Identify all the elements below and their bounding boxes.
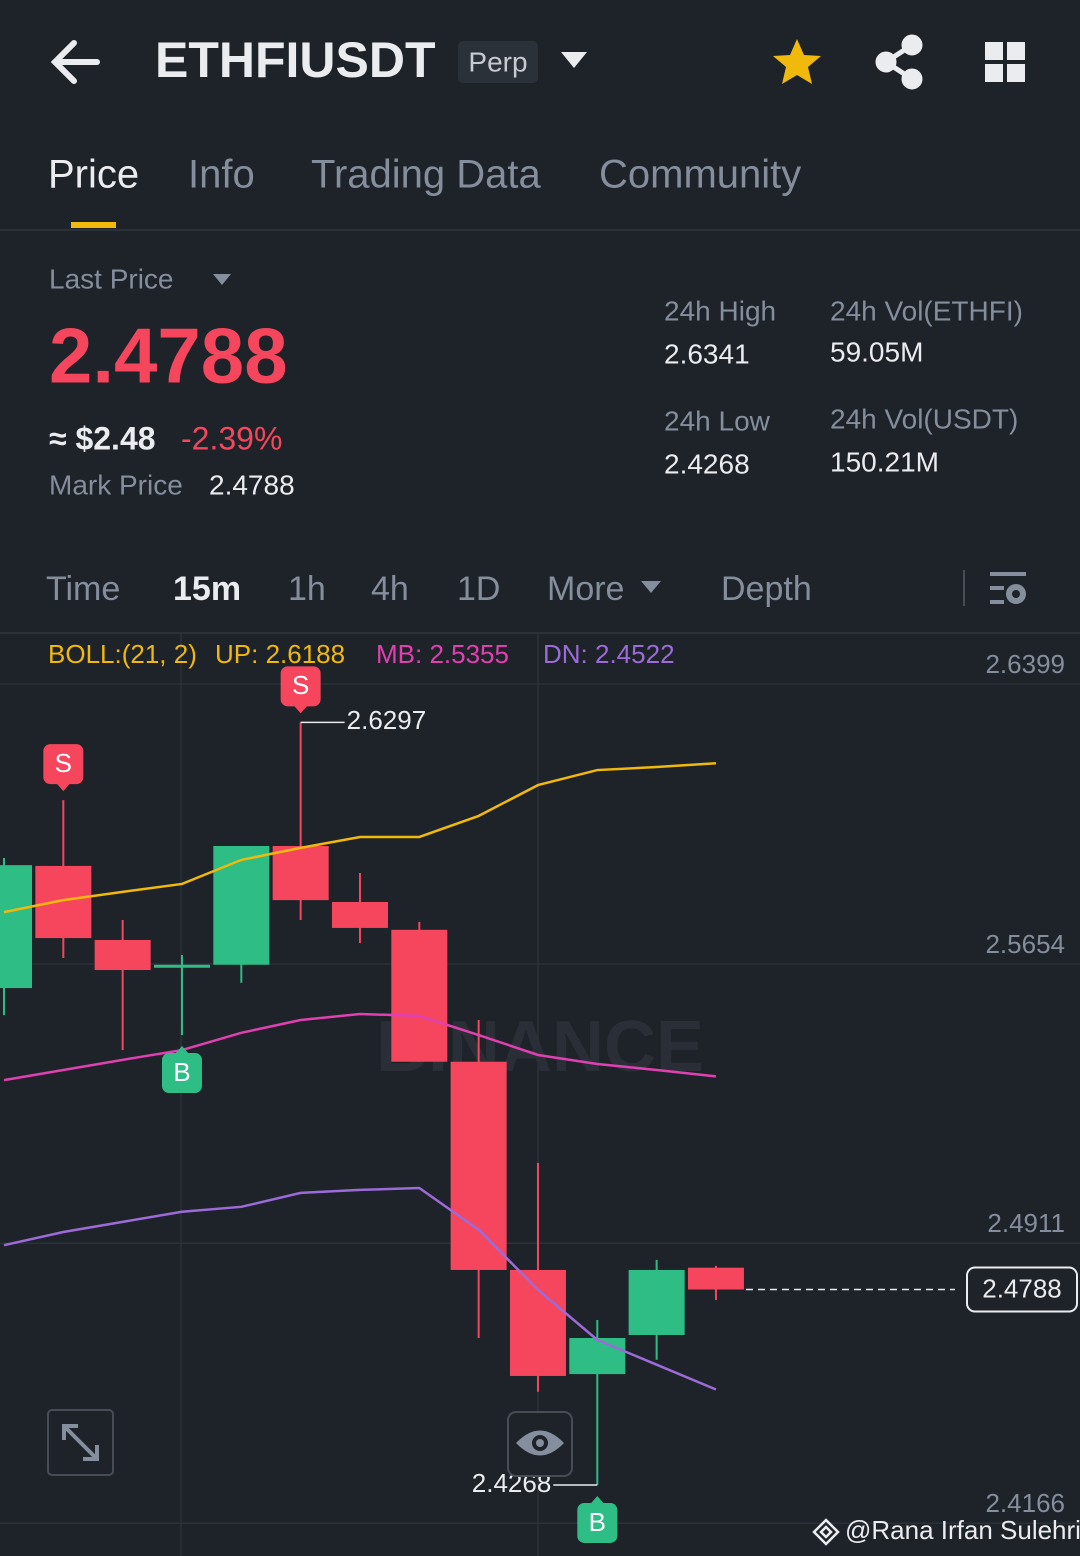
band-line xyxy=(3,762,717,914)
stat-value: 2.6341 xyxy=(664,338,750,369)
more-dropdown[interactable] xyxy=(641,581,661,593)
back-button[interactable] xyxy=(50,40,100,84)
tab[interactable]: Price xyxy=(48,153,139,197)
last-price-label: Last Price xyxy=(49,263,174,294)
candle-body xyxy=(509,1269,566,1376)
layout-button[interactable] xyxy=(985,42,1025,82)
last-price-tag xyxy=(966,1266,1078,1313)
y-tick-label: 2.6399 xyxy=(985,649,1065,679)
price-change: -2.39% xyxy=(181,420,282,456)
stat-value: 59.05M xyxy=(830,336,923,367)
symbol-dropdown[interactable] xyxy=(561,52,587,68)
stat-label: 24h Low xyxy=(664,405,771,436)
tab-indicator xyxy=(71,222,116,228)
candle-body xyxy=(331,901,388,928)
legend-entry: MB: 2.5355 xyxy=(376,639,509,669)
signal-badge xyxy=(161,1053,202,1094)
visibility-button[interactable] xyxy=(507,1411,573,1477)
tab[interactable]: Community xyxy=(599,153,801,197)
y-tick-label: 2.4911 xyxy=(987,1208,1065,1238)
interval[interactable]: 1D xyxy=(457,570,500,608)
candle-body xyxy=(35,865,92,939)
signal-pointer xyxy=(293,705,308,714)
last-price: 2.4788 xyxy=(49,312,288,400)
y-tick-label: 2.4166 xyxy=(985,1488,1065,1518)
signal-pointer xyxy=(56,783,71,792)
symbol[interactable]: ETHFIUSDT xyxy=(155,32,436,88)
mark-price-label: Mark Price xyxy=(49,469,183,500)
interval[interactable]: Depth xyxy=(721,570,812,608)
candle-body xyxy=(450,1061,507,1270)
last-price-tag-label: 2.4788 xyxy=(982,1273,1062,1303)
candle-body xyxy=(153,964,210,968)
signal-label: S xyxy=(292,670,309,700)
signal-pointer xyxy=(174,1046,189,1055)
legend-entry: DN: 2.4522 xyxy=(543,639,675,669)
tab[interactable]: Trading Data xyxy=(311,153,542,197)
badge-bg xyxy=(458,41,538,83)
price-dropdown[interactable] xyxy=(213,274,231,285)
signal-badge xyxy=(280,666,321,707)
signal-badge xyxy=(577,1502,618,1543)
footer-logo xyxy=(812,1518,840,1546)
favorite-star[interactable] xyxy=(773,39,821,84)
candle-body xyxy=(687,1267,744,1290)
y-tick-label: 2.5654 xyxy=(985,929,1065,959)
footer-credit: @Rana Irfan Sulehri xyxy=(845,1515,1080,1545)
interval[interactable]: More xyxy=(547,570,624,608)
signal-label: B xyxy=(589,1507,606,1537)
tab[interactable]: Info xyxy=(188,153,255,197)
candle-body xyxy=(391,929,448,1062)
fullscreen-button[interactable] xyxy=(47,1409,114,1476)
band-line xyxy=(3,1186,717,1391)
badge: Perp xyxy=(468,46,527,77)
candle-body xyxy=(0,865,32,989)
stat-value: 2.4268 xyxy=(664,448,750,479)
indicator-label: BOLL:(21, 2) xyxy=(48,639,197,669)
interval[interactable]: 15m xyxy=(173,570,241,608)
interval[interactable]: Time xyxy=(46,570,120,608)
candle-body xyxy=(94,939,151,971)
interval[interactable]: 4h xyxy=(371,570,409,608)
usd-price: ≈ $2.48 xyxy=(49,420,156,456)
mark-price: 2.4788 xyxy=(209,469,295,500)
candle-body xyxy=(213,845,270,965)
stat-label: 24h High xyxy=(664,295,776,326)
stat-label: 24h Vol(USDT) xyxy=(830,403,1018,434)
candle-body xyxy=(272,845,329,901)
signal-label: B xyxy=(173,1057,190,1087)
signal-pointer xyxy=(590,1495,605,1504)
stat-value: 150.21M xyxy=(830,446,939,477)
share-button[interactable] xyxy=(875,34,923,90)
high-label: 2.6297 xyxy=(347,705,427,735)
legend-entry: UP: 2.6188 xyxy=(215,639,345,669)
stat-label: 24h Vol(ETHFI) xyxy=(830,295,1023,326)
signal-badge xyxy=(43,744,84,785)
interval[interactable]: 1h xyxy=(288,570,326,608)
chart-settings[interactable] xyxy=(990,572,1026,604)
candle-body xyxy=(569,1337,626,1375)
signal-label: S xyxy=(55,748,72,778)
candle-body xyxy=(628,1269,685,1335)
band-line xyxy=(3,1012,717,1082)
